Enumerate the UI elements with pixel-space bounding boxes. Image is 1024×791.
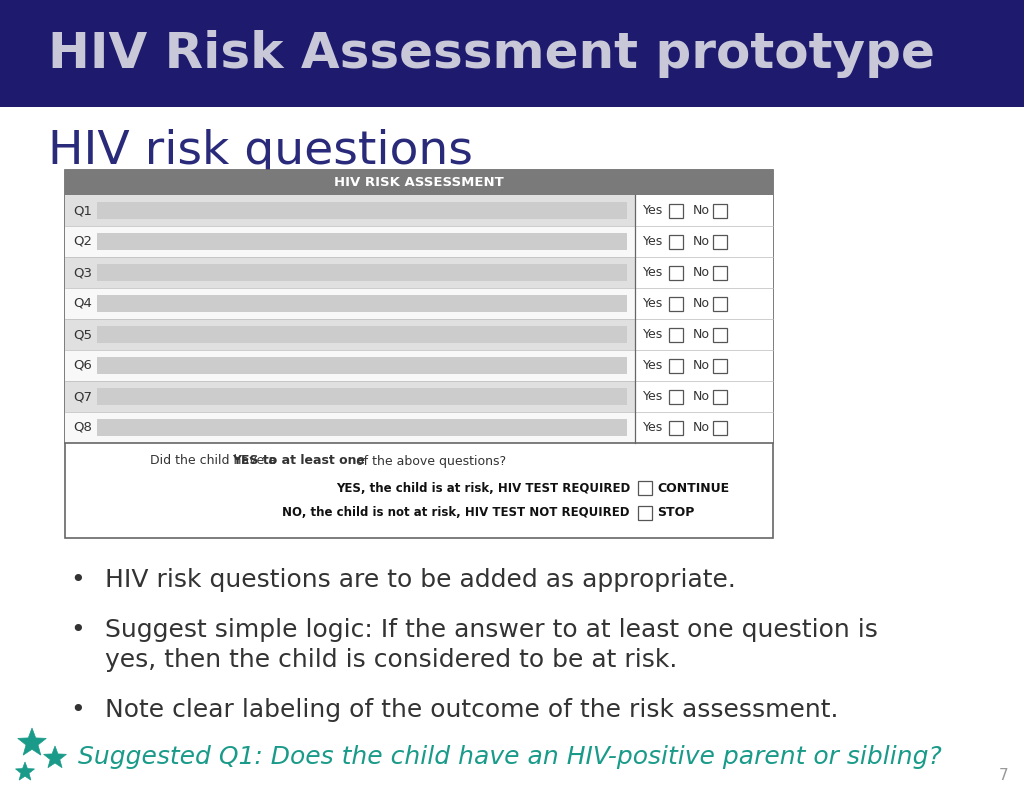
Text: Q7: Q7 — [73, 390, 92, 403]
Bar — [669, 389, 683, 403]
Text: •: • — [70, 618, 85, 642]
Text: Yes: Yes — [643, 297, 664, 310]
Text: Q2: Q2 — [73, 235, 92, 248]
Text: yes, then the child is considered to be at risk.: yes, then the child is considered to be … — [105, 648, 677, 672]
Bar — [65, 170, 773, 195]
Text: Yes: Yes — [643, 204, 664, 217]
Text: No: No — [693, 204, 710, 217]
Bar — [713, 389, 727, 403]
Text: 7: 7 — [998, 767, 1008, 782]
Bar — [669, 203, 683, 218]
Text: No: No — [693, 266, 710, 279]
Bar — [65, 170, 773, 538]
Text: No: No — [693, 328, 710, 341]
Bar — [97, 233, 627, 249]
Bar — [65, 319, 635, 350]
Text: CONTINUE: CONTINUE — [657, 482, 729, 494]
Text: Suggest simple logic: If the answer to at least one question is: Suggest simple logic: If the answer to a… — [105, 618, 878, 642]
Text: Suggested Q1: Does the child have an HIV-positive parent or sibling?: Suggested Q1: Does the child have an HIV… — [78, 745, 942, 769]
Text: of the above questions?: of the above questions? — [352, 455, 506, 467]
Bar — [638, 506, 652, 520]
Bar — [669, 234, 683, 248]
Text: Q8: Q8 — [73, 421, 92, 434]
Text: HIV risk questions: HIV risk questions — [48, 130, 473, 175]
Text: Note clear labeling of the outcome of the risk assessment.: Note clear labeling of the outcome of th… — [105, 698, 839, 722]
Bar — [713, 358, 727, 373]
Text: Yes: Yes — [643, 235, 664, 248]
Bar — [713, 203, 727, 218]
Bar — [97, 327, 627, 343]
Bar — [669, 421, 683, 434]
Bar — [97, 264, 627, 281]
Text: Q3: Q3 — [73, 266, 92, 279]
Text: Yes: Yes — [643, 266, 664, 279]
Text: Yes: Yes — [643, 359, 664, 372]
Bar — [97, 388, 627, 404]
Bar — [713, 421, 727, 434]
Bar — [635, 226, 773, 257]
Text: YES to at least one: YES to at least one — [232, 455, 365, 467]
PathPatch shape — [17, 728, 46, 755]
Bar — [65, 288, 635, 319]
Text: STOP: STOP — [657, 506, 694, 520]
Text: HIV Risk Assessment prototype: HIV Risk Assessment prototype — [48, 29, 935, 78]
Bar — [638, 481, 652, 495]
Bar — [635, 288, 773, 319]
Bar — [635, 195, 773, 226]
Text: No: No — [693, 390, 710, 403]
Bar — [713, 266, 727, 279]
Text: NO, the child is not at risk, HIV TEST NOT REQUIRED: NO, the child is not at risk, HIV TEST N… — [283, 506, 630, 520]
Bar — [713, 234, 727, 248]
PathPatch shape — [15, 762, 35, 780]
Bar — [65, 381, 635, 412]
Bar — [0, 0, 1024, 107]
Text: Did the child have a: Did the child have a — [150, 455, 280, 467]
Text: No: No — [693, 421, 710, 434]
Bar — [65, 412, 635, 443]
Bar — [65, 195, 635, 226]
Text: Yes: Yes — [643, 421, 664, 434]
Text: No: No — [693, 297, 710, 310]
Bar — [97, 358, 627, 373]
Text: •: • — [70, 568, 85, 592]
PathPatch shape — [44, 746, 67, 768]
Text: HIV risk questions are to be added as appropriate.: HIV risk questions are to be added as ap… — [105, 568, 736, 592]
Text: Q6: Q6 — [73, 359, 92, 372]
Text: HIV RISK ASSESSMENT: HIV RISK ASSESSMENT — [334, 176, 504, 189]
Bar — [669, 327, 683, 342]
Bar — [669, 297, 683, 311]
Bar — [97, 296, 627, 312]
Bar — [65, 350, 635, 381]
Bar — [635, 350, 773, 381]
Bar — [713, 327, 727, 342]
Bar — [97, 419, 627, 436]
Text: Q5: Q5 — [73, 328, 92, 341]
Bar — [635, 319, 773, 350]
Text: YES, the child is at risk, HIV TEST REQUIRED: YES, the child is at risk, HIV TEST REQU… — [336, 482, 630, 494]
Text: Q4: Q4 — [73, 297, 92, 310]
Text: Yes: Yes — [643, 328, 664, 341]
Text: No: No — [693, 359, 710, 372]
Text: Q1: Q1 — [73, 204, 92, 217]
Bar — [669, 358, 683, 373]
Text: No: No — [693, 235, 710, 248]
Bar — [635, 412, 773, 443]
Text: Yes: Yes — [643, 390, 664, 403]
Bar — [713, 297, 727, 311]
Bar — [635, 257, 773, 288]
Bar — [635, 381, 773, 412]
Bar — [65, 257, 635, 288]
Bar — [65, 226, 635, 257]
Bar — [669, 266, 683, 279]
Bar — [97, 202, 627, 218]
Text: •: • — [70, 698, 85, 722]
